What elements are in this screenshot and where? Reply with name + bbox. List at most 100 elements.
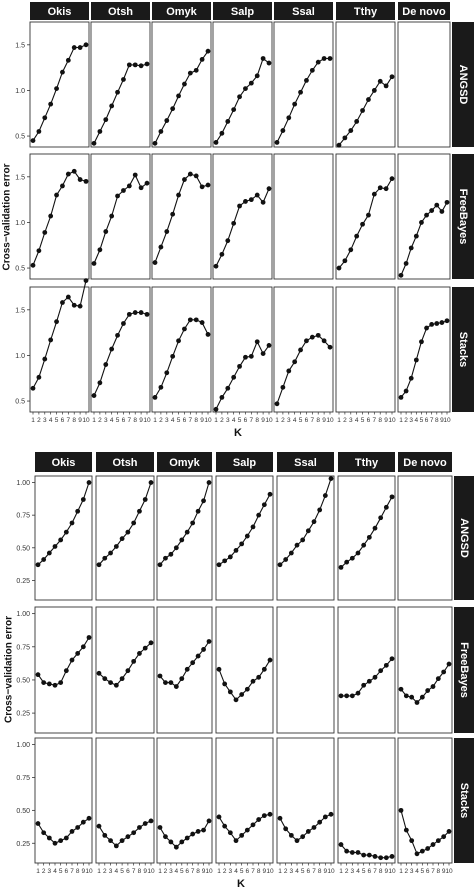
data-point — [30, 385, 36, 391]
x-tick-label: 6 — [307, 868, 311, 875]
data-point — [292, 101, 298, 107]
column-strip-de-novo — [398, 2, 450, 20]
data-point — [349, 850, 355, 855]
data-point — [176, 338, 181, 344]
x-tick-label: 1 — [217, 868, 221, 875]
data-point — [164, 118, 170, 123]
row-strip-stacks — [452, 287, 474, 412]
panel-stacks-tthy — [335, 286, 396, 413]
data-point — [205, 182, 211, 188]
data-point — [317, 819, 323, 825]
data-point — [419, 694, 425, 700]
series-line — [400, 202, 448, 276]
x-tick-label: 1 — [399, 868, 403, 875]
x-tick-label: 6 — [183, 417, 187, 424]
data-point — [109, 213, 115, 219]
series-line — [341, 658, 393, 697]
x-tick-label: 7 — [373, 417, 377, 424]
data-point — [383, 186, 389, 192]
series-line — [93, 63, 148, 144]
series-line — [37, 817, 90, 844]
x-tick-label: 2 — [220, 417, 224, 424]
data-point — [144, 180, 150, 186]
data-point — [108, 550, 113, 556]
panel-freebayes-de-novo — [397, 153, 451, 280]
column-strip-omyk — [152, 2, 211, 20]
data-point — [354, 233, 360, 239]
data-point — [164, 229, 170, 234]
data-point — [355, 850, 361, 855]
data-point — [75, 508, 81, 514]
x-tick-label: 2 — [343, 417, 347, 424]
data-point — [48, 213, 54, 219]
x-tick-label: 2 — [42, 868, 46, 875]
panel-frame — [337, 737, 396, 864]
data-point — [131, 658, 137, 664]
data-point — [231, 374, 237, 380]
data-point — [315, 59, 321, 65]
series-line — [400, 663, 450, 704]
data-point — [349, 555, 355, 561]
x-tick-label: 9 — [200, 417, 204, 424]
data-point — [366, 678, 372, 684]
series-line — [154, 319, 209, 398]
data-point — [233, 548, 239, 553]
data-point — [430, 684, 436, 689]
data-point — [225, 238, 231, 244]
data-point — [187, 317, 193, 323]
series-line — [215, 57, 270, 143]
column-label: Okis — [48, 6, 72, 18]
data-point — [327, 344, 333, 350]
series-line — [400, 320, 448, 398]
panel-angsd-tthy — [337, 475, 396, 601]
y-tick-label: 0.75 — [16, 775, 30, 782]
x-tick-label: 6 — [426, 868, 430, 875]
data-point — [96, 562, 102, 568]
data-point — [96, 823, 102, 829]
data-point — [403, 693, 409, 699]
x-tick-label: 1 — [337, 417, 341, 424]
x-tick-label: 3 — [226, 417, 230, 424]
data-point — [304, 77, 309, 83]
x-tick-label: 9 — [442, 868, 446, 875]
x-tick-label: 6 — [246, 868, 250, 875]
panel-frame — [215, 737, 274, 864]
x-tick-label: 9 — [143, 868, 147, 875]
x-tick-label: 9 — [384, 417, 388, 424]
column-label: Salp — [233, 457, 257, 469]
x-tick-label: 2 — [284, 868, 288, 875]
data-point — [71, 302, 77, 308]
x-tick-label: 5 — [299, 417, 303, 424]
data-point — [277, 815, 283, 821]
data-point — [168, 839, 174, 845]
data-point — [389, 854, 395, 859]
y-tick-label: 0.50 — [16, 808, 30, 815]
data-point — [286, 115, 292, 121]
y-tick-label: 1.0 — [15, 88, 25, 95]
data-point — [336, 265, 342, 271]
data-point — [219, 251, 225, 257]
data-point — [414, 700, 420, 705]
series-line — [276, 334, 331, 404]
data-point — [108, 680, 113, 685]
panel-angsd-omyk — [156, 475, 213, 601]
data-point — [256, 817, 262, 822]
data-point — [419, 339, 424, 345]
data-point — [113, 544, 119, 549]
data-point — [366, 97, 371, 102]
data-point — [366, 534, 372, 540]
x-tick-label: 8 — [76, 868, 80, 875]
panel-stacks-ssal — [276, 737, 335, 864]
data-point — [311, 519, 317, 525]
panel-frame — [273, 286, 334, 413]
data-point — [311, 825, 317, 830]
column-label: Otsh — [112, 457, 137, 469]
x-tick-label: 2 — [404, 417, 408, 424]
data-point — [157, 673, 163, 679]
x-tick-label: 3 — [104, 417, 108, 424]
data-point — [256, 674, 262, 680]
x-tick-label: 3 — [169, 868, 173, 875]
x-tick-label: 9 — [78, 417, 82, 424]
column-strip-okis — [30, 2, 89, 20]
y-tick-label: 1.00 — [16, 480, 30, 487]
